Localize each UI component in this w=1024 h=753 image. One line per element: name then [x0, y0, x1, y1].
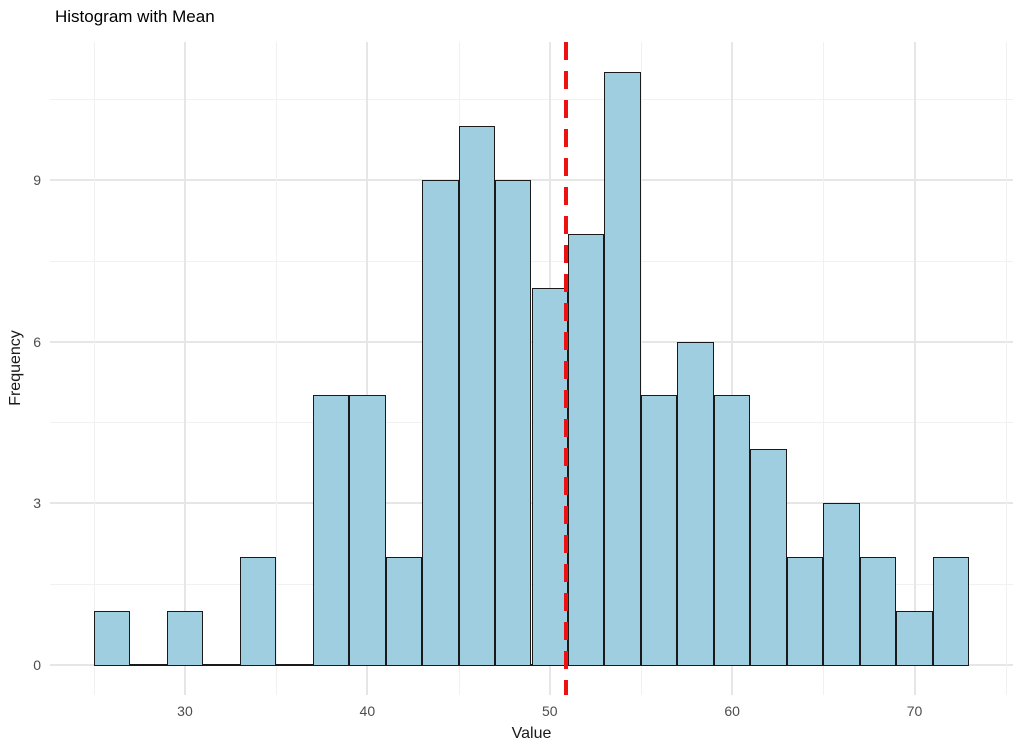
- y-tick-label: 3: [33, 495, 41, 512]
- histogram-bar: [786, 557, 824, 667]
- y-tick-label: 9: [33, 171, 41, 188]
- histogram-bar: [531, 287, 568, 667]
- plot-panel: [50, 42, 1013, 695]
- gridline-vertical-minor: [276, 42, 278, 695]
- histogram-bar: [349, 395, 386, 667]
- histogram-bar: [385, 557, 423, 667]
- y-tick-label: 0: [33, 657, 41, 674]
- histogram-bar: [567, 233, 605, 667]
- chart-title: Histogram with Mean: [55, 7, 215, 26]
- histogram-bar: [640, 395, 678, 667]
- histogram-baseline: [93, 664, 970, 667]
- histogram-bar: [932, 557, 970, 667]
- gridline-vertical-major: [366, 42, 369, 695]
- histogram-bar: [896, 611, 933, 667]
- gridline-vertical-major: [913, 42, 916, 695]
- gridline-horizontal-minor: [50, 98, 1013, 100]
- gridline-vertical-minor: [823, 42, 825, 695]
- gridline-vertical-minor: [1005, 42, 1007, 695]
- histogram-bar: [458, 125, 495, 667]
- y-tick-label: 6: [33, 333, 41, 350]
- gridline-horizontal-minor: [50, 260, 1013, 262]
- histogram-bar: [713, 395, 751, 667]
- histogram-bar: [93, 611, 131, 667]
- mean-vline: [564, 42, 569, 695]
- histogram-bar: [239, 557, 277, 667]
- histogram-bar: [823, 503, 860, 667]
- gridline-vertical-minor: [93, 42, 95, 695]
- histogram-bar: [422, 179, 459, 667]
- y-axis-title: Frequency: [7, 330, 24, 406]
- gridline-vertical-minor: [640, 42, 642, 695]
- histogram-bar: [604, 71, 641, 667]
- x-axis-title: Value: [511, 725, 552, 742]
- x-tick-label: 40: [359, 703, 376, 719]
- x-tick-label: 30: [177, 703, 193, 719]
- gridline-vertical-major: [183, 42, 186, 695]
- x-tick-label: 60: [724, 703, 740, 719]
- histogram-bar: [495, 179, 532, 667]
- histogram-bar: [750, 449, 787, 667]
- x-tick-label: 50: [541, 703, 558, 719]
- histogram-bar: [166, 611, 204, 667]
- histogram-bar: [677, 341, 714, 667]
- x-tick-label: 70: [906, 703, 923, 719]
- gridline-vertical-major: [731, 42, 734, 695]
- histogram-bar: [859, 557, 897, 667]
- gridline-horizontal-major: [50, 178, 1013, 181]
- histogram-bar: [312, 395, 350, 667]
